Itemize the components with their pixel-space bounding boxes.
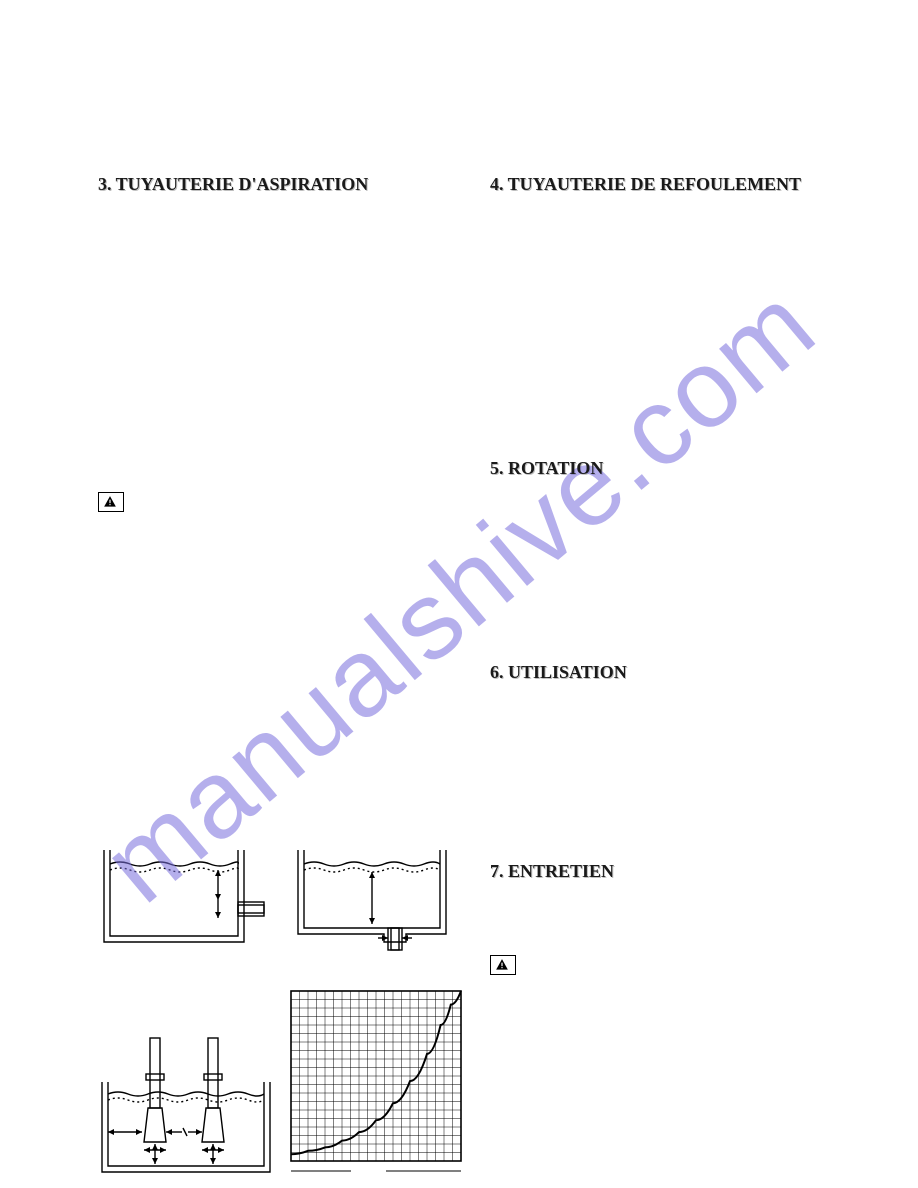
heading-3-text: 3. TUYAUTERIE D'ASPIRATION — [98, 174, 368, 194]
heading-6-text: 6. UTILISATION — [490, 662, 627, 682]
heading-5: 5. ROTATION 5. ROTATION — [490, 458, 603, 479]
heading-7-text: 7. ENTRETIEN — [490, 861, 614, 881]
document-page: 3. TUYAUTERIE D'ASPIRATION 3. TUYAUTERIE… — [0, 0, 918, 1188]
warning-triangle-icon — [495, 958, 509, 972]
diagram-tank-bottom-outlet — [288, 842, 456, 952]
heading-7: 7. ENTRETIEN 7. ENTRETIEN — [490, 861, 614, 882]
diagram-grid-chart — [288, 988, 464, 1180]
heading-4: 4. TUYAUTERIE DE REFOULEMENT 4. TUYAUTER… — [490, 174, 801, 195]
heading-5-text: 5. ROTATION — [490, 458, 603, 478]
heading-4-text: 4. TUYAUTERIE DE REFOULEMENT — [490, 174, 801, 194]
warning-box-right — [490, 955, 516, 975]
watermark-text: manualshive.com — [79, 261, 839, 928]
warning-triangle-icon — [103, 495, 117, 509]
heading-6: 6. UTILISATION 6. UTILISATION — [490, 662, 627, 683]
warning-box-left — [98, 492, 124, 512]
diagram-tank-double-inlet — [98, 1032, 274, 1180]
heading-3: 3. TUYAUTERIE D'ASPIRATION 3. TUYAUTERIE… — [98, 174, 368, 195]
diagram-tank-side-outlet — [98, 842, 266, 952]
